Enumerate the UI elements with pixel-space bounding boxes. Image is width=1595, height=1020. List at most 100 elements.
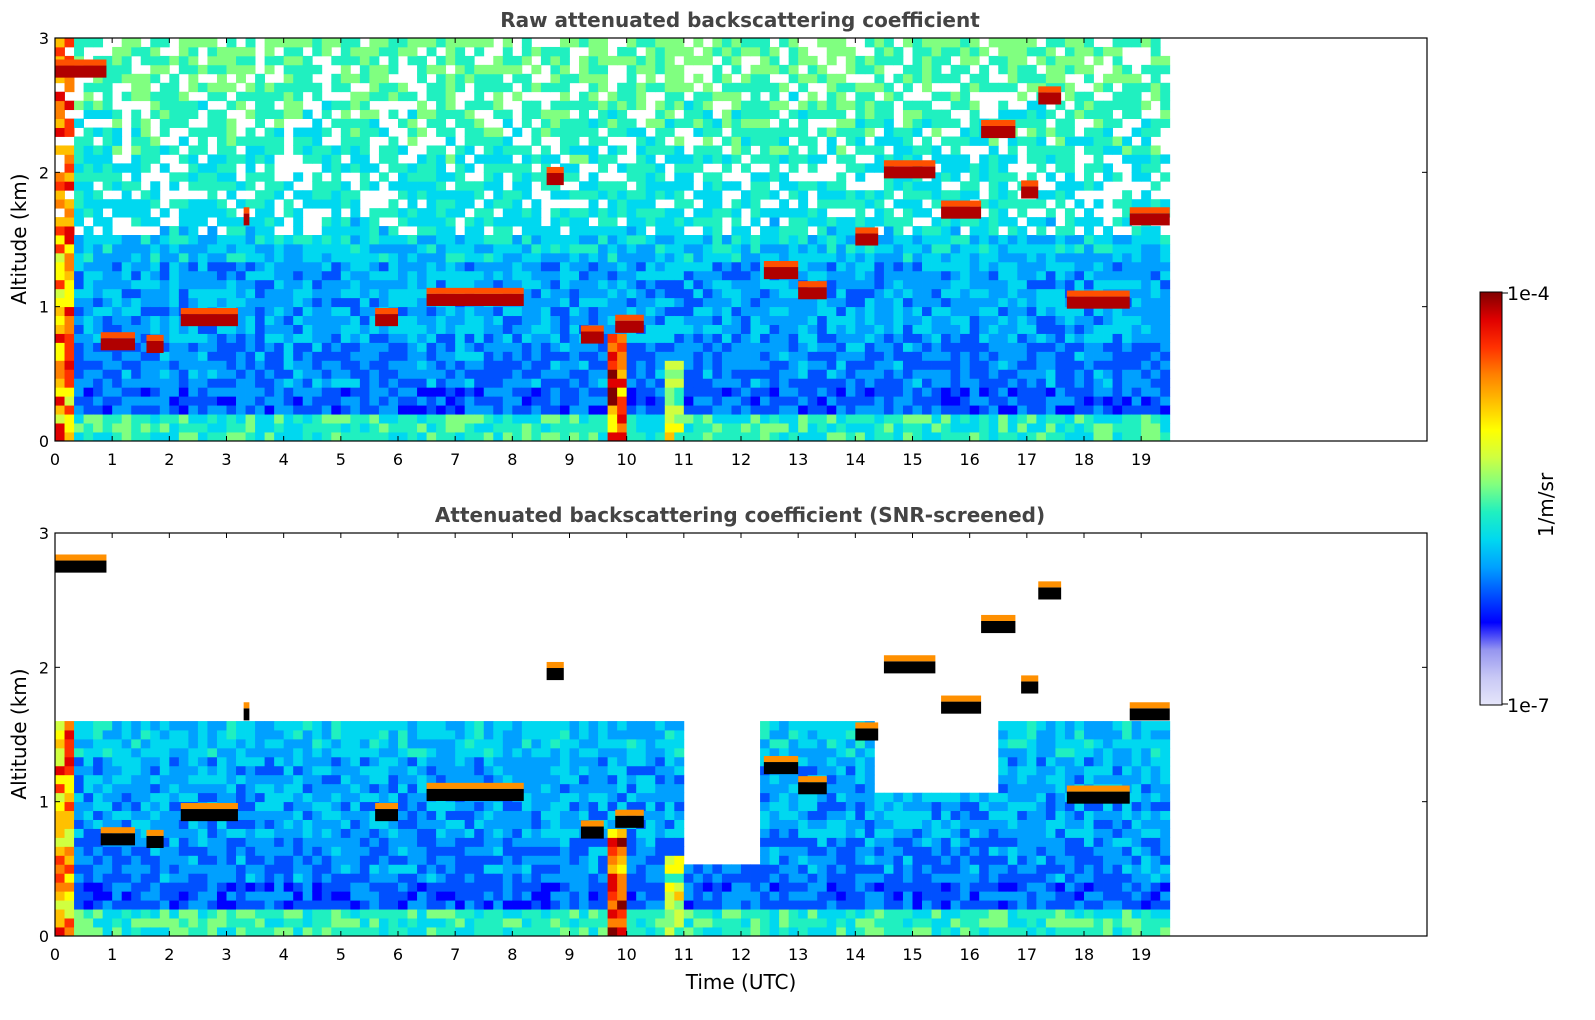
heatmap-cell [931, 261, 942, 272]
heatmap-cell [721, 163, 732, 173]
heatmap-cell [436, 279, 447, 290]
heatmap-cell [207, 208, 218, 218]
heatmap-cell [559, 190, 570, 200]
heatmap-cell [540, 387, 551, 397]
heatmap-cell [550, 360, 561, 370]
heatmap-cell [445, 432, 456, 442]
heatmap-cell [655, 306, 666, 317]
heatmap-cell [93, 738, 104, 749]
heatmap-cell [207, 55, 218, 66]
heatmap-cell [550, 252, 561, 263]
heatmap-cell [112, 747, 123, 758]
heatmap-cell [617, 297, 628, 308]
heatmap-cell [112, 801, 123, 812]
heatmap-cell [112, 145, 123, 155]
heatmap-cell [1045, 145, 1056, 155]
heatmap-cell [1017, 136, 1028, 146]
heatmap-cell [626, 73, 637, 84]
heatmap-cell [1150, 333, 1161, 343]
heatmap-cell [226, 127, 237, 137]
heatmap-cell [1084, 324, 1094, 334]
heatmap-cell [1150, 315, 1161, 325]
heatmap-cell [598, 109, 609, 119]
heatmap-cell [874, 387, 885, 397]
heatmap-cell [1084, 73, 1094, 84]
heatmap-cell [407, 136, 418, 146]
heatmap-cell [369, 342, 380, 352]
heatmap-cell [626, 208, 637, 218]
heatmap-cell [64, 918, 75, 928]
heatmap-cell [55, 369, 65, 379]
heatmap-cell [540, 279, 551, 290]
heatmap-cell [512, 279, 523, 290]
heatmap-cell [426, 279, 437, 290]
heatmap-cell [883, 136, 894, 146]
heatmap-cell [645, 82, 656, 93]
heatmap-cell [655, 109, 666, 119]
heatmap-cell [721, 252, 732, 263]
heatmap-cell [683, 324, 694, 334]
heatmap-cell [178, 378, 189, 388]
heatmap-cell [331, 217, 342, 227]
heatmap-cell [283, 181, 294, 191]
heatmap-cell [283, 46, 294, 57]
heatmap-cell [655, 270, 666, 281]
heatmap-cell [579, 226, 589, 236]
heatmap-cell [664, 306, 675, 317]
cloud-layer-edge [580, 325, 604, 332]
heatmap-cell [169, 882, 180, 892]
heatmap-cell [950, 190, 961, 200]
heatmap-cell [436, 378, 447, 388]
heatmap-cell [264, 378, 275, 388]
heatmap-cell [922, 279, 932, 290]
heatmap-cell [693, 208, 704, 218]
heatmap-cell [941, 38, 952, 48]
heatmap-cell [417, 109, 427, 119]
heatmap-cell [893, 235, 904, 245]
cloud-layer [100, 338, 136, 351]
heatmap-cell [531, 109, 542, 119]
heatmap-cell [760, 190, 770, 200]
heatmap-cell [922, 145, 932, 155]
heatmap-cell [1036, 235, 1047, 245]
heatmap-cell [159, 288, 170, 299]
heatmap-cell [1064, 190, 1075, 200]
heatmap-cell [159, 891, 170, 901]
heatmap-cell [312, 136, 323, 146]
heatmap-cell [626, 64, 637, 75]
heatmap-cell [969, 387, 980, 397]
heatmap-cell [855, 172, 866, 182]
heatmap-cell [102, 855, 113, 865]
heatmap-cell [664, 351, 675, 361]
heatmap-cell [931, 315, 942, 325]
heatmap-cell [159, 261, 170, 272]
heatmap-cell [741, 100, 751, 111]
heatmap-cell [1064, 333, 1075, 343]
heatmap-cell [636, 351, 647, 361]
heatmap-cell [674, 396, 685, 406]
heatmap-cell [197, 882, 208, 892]
heatmap-cell [950, 414, 961, 424]
heatmap-cell [1064, 136, 1075, 146]
heatmap-cell [702, 217, 713, 227]
heatmap-cell [474, 261, 485, 272]
heatmap-cell [74, 927, 84, 937]
heatmap-cell [121, 792, 132, 803]
heatmap-cell [1141, 82, 1152, 93]
heatmap-cell [312, 423, 323, 433]
heatmap-cell [721, 261, 732, 272]
heatmap-cell [941, 432, 952, 442]
heatmap-cell [845, 100, 856, 111]
heatmap-cell [264, 145, 275, 155]
heatmap-cell [407, 351, 418, 361]
heatmap-cell [1045, 261, 1056, 272]
heatmap-cell [140, 810, 151, 820]
heatmap-cell [1112, 46, 1123, 57]
heatmap-cell [512, 190, 523, 200]
heatmap-cell [1026, 145, 1037, 155]
heatmap-cell [150, 738, 161, 749]
heatmap-cell [464, 315, 475, 325]
heatmap-cell [502, 235, 513, 245]
heatmap-cell [798, 100, 809, 111]
heatmap-cell [216, 118, 227, 128]
